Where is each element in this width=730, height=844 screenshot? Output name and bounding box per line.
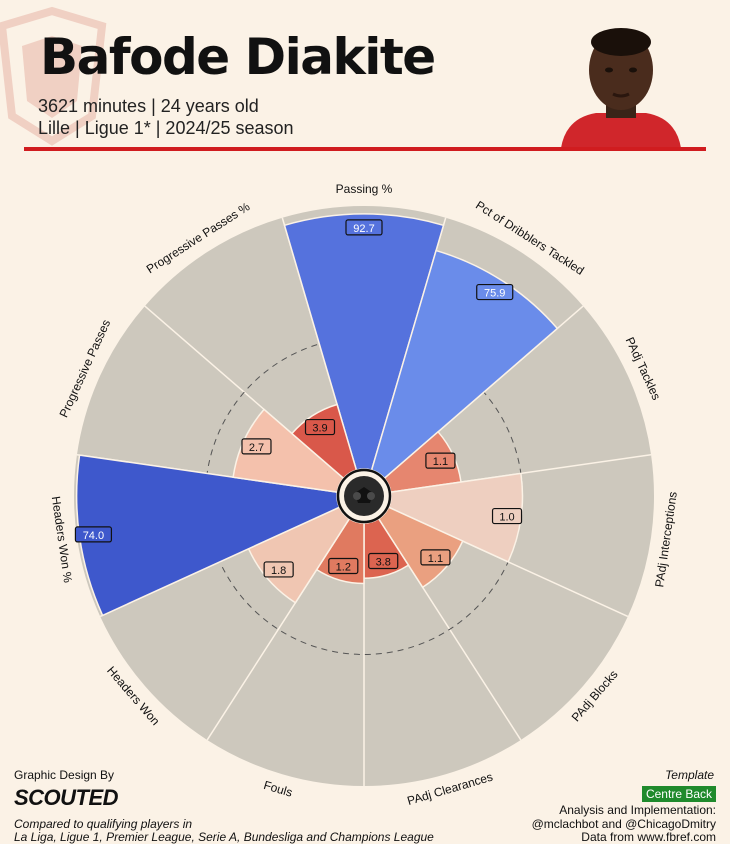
player-photo xyxy=(561,28,681,148)
svg-text:92.7: 92.7 xyxy=(353,223,374,235)
template-label: Template xyxy=(665,768,714,782)
value-label-pct-of-dribblers-tackled: 75.9 xyxy=(476,283,514,301)
category-label-headers-won-pct: Headers Won % xyxy=(49,495,75,584)
svg-text:75.9: 75.9 xyxy=(484,288,505,300)
category-label-passing-pct: Passing % xyxy=(336,182,393,196)
svg-text:1.0: 1.0 xyxy=(499,512,514,524)
svg-text:1.8: 1.8 xyxy=(271,565,286,577)
svg-text:1.1: 1.1 xyxy=(433,456,448,468)
brand-logo-text: SCOUTED xyxy=(14,785,119,810)
value-label-headers-won: 1.8 xyxy=(263,561,294,578)
design-credit-label: Graphic Design By xyxy=(14,768,115,782)
value-label-passing-pct: 92.7 xyxy=(345,219,383,236)
value-label-progressive-passes: 2.7 xyxy=(241,438,272,455)
player-club-season: Lille | Ligue 1* | 2024/25 season xyxy=(38,118,294,138)
value-label-progressive-passes-pct: 3.9 xyxy=(304,418,336,436)
player-name: Bafode Diakite xyxy=(40,28,436,86)
value-label-fouls: 1.2 xyxy=(328,557,359,575)
wedge-bg-padj-clearances xyxy=(364,518,521,786)
wedge-bg-progressive-passes-pct xyxy=(144,217,357,479)
template-badge: Centre Back xyxy=(641,786,716,802)
analysis-credits: @mclachbot and @ChicagoDmitry xyxy=(531,817,716,831)
value-label-headers-won-pct: 74.0 xyxy=(74,526,113,543)
svg-text:1.2: 1.2 xyxy=(336,562,351,574)
value-label-padj-interceptions: 1.0 xyxy=(491,507,523,525)
svg-text:3.8: 3.8 xyxy=(376,556,391,568)
data-source: Data from www.fbref.com xyxy=(581,830,716,844)
svg-text:74.0: 74.0 xyxy=(83,530,104,542)
club-crest-watermark xyxy=(0,6,107,146)
comparison-note-line1: Compared to qualifying players in xyxy=(14,817,193,831)
svg-text:3.9: 3.9 xyxy=(312,423,327,435)
wedge-bg-padj-tackles xyxy=(384,306,652,493)
value-label-padj-tackles: 1.1 xyxy=(425,452,456,469)
comparison-note-line2: La Liga, Ligue 1, Premier League, Serie … xyxy=(14,830,434,844)
analysis-label: Analysis and Implementation: xyxy=(559,803,716,817)
svg-text:2.7: 2.7 xyxy=(249,442,264,454)
category-label-padj-interceptions: PAdj Interceptions xyxy=(652,491,680,589)
category-label-fouls: Fouls xyxy=(262,778,294,800)
football-icon xyxy=(336,468,392,524)
header-divider xyxy=(24,147,706,151)
wedge-bg-fouls xyxy=(207,518,364,786)
value-label-padj-blocks: 1.1 xyxy=(420,549,451,566)
player-minutes-age: 3621 minutes | 24 years old xyxy=(38,96,259,116)
value-label-padj-clearances: 3.8 xyxy=(368,552,399,570)
svg-text:1.1: 1.1 xyxy=(428,553,443,565)
